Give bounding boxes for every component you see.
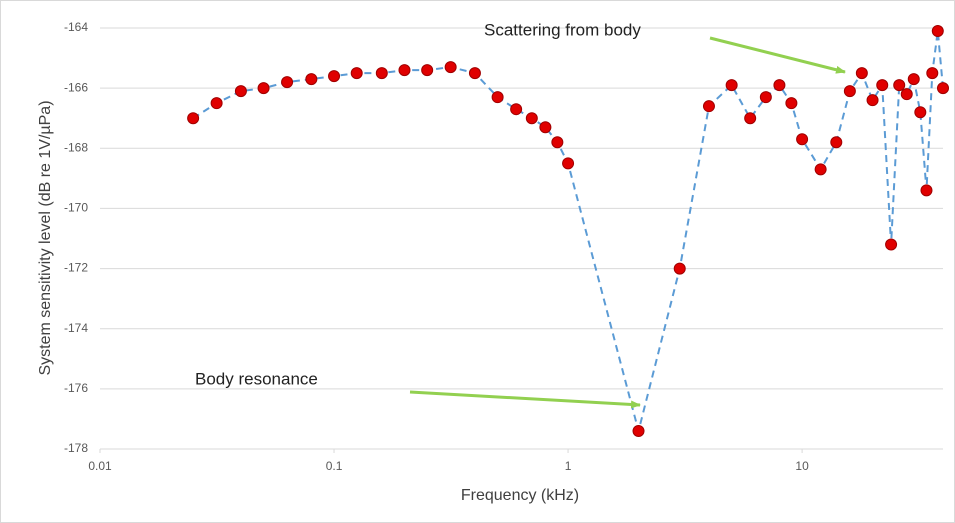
y-tick-label: -174: [64, 321, 88, 335]
data-point: [926, 67, 939, 80]
data-point: [398, 64, 411, 77]
data-point: [328, 70, 341, 83]
data-point: [796, 133, 809, 146]
annotation: Body resonance: [195, 369, 318, 388]
data-point: [350, 67, 363, 80]
data-point: [305, 73, 318, 86]
y-tick-label: -170: [64, 201, 88, 215]
data-point: [234, 85, 247, 98]
data-point: [937, 82, 949, 95]
data-point: [759, 91, 772, 104]
data-point: [673, 262, 686, 275]
y-axis-title: System sensitivity level (dB re 1V/µPa): [37, 100, 54, 375]
x-tick-label: 10: [795, 459, 809, 473]
annotation: Scattering from body: [484, 20, 641, 39]
data-point: [210, 97, 223, 110]
y-tick-label: -176: [64, 381, 88, 395]
data-point: [885, 238, 898, 251]
data-point: [539, 121, 552, 134]
data-point: [725, 79, 738, 92]
data-point: [773, 79, 786, 92]
data-point: [744, 112, 757, 125]
data-point: [855, 67, 868, 80]
data-point: [830, 136, 843, 149]
y-tick-label: -168: [64, 140, 88, 154]
x-axis-title: Frequency (kHz): [461, 487, 579, 504]
x-tick-label: 0.1: [326, 459, 343, 473]
data-point: [907, 73, 920, 86]
data-point: [281, 76, 294, 89]
data-point: [187, 112, 200, 125]
data-point: [375, 67, 388, 80]
data-point: [491, 91, 504, 104]
data-point: [525, 112, 538, 125]
data-point: [562, 157, 575, 170]
data-point: [510, 103, 523, 116]
data-point: [876, 79, 889, 92]
data-point: [551, 136, 564, 149]
data-point: [468, 67, 481, 80]
data-point: [444, 61, 457, 74]
data-point: [920, 184, 933, 197]
data-point: [931, 25, 944, 38]
data-point: [632, 424, 645, 437]
y-tick-label: -178: [64, 441, 88, 455]
annotation-arrow: [409, 390, 641, 409]
data-point: [702, 100, 715, 113]
y-tick-label: -166: [64, 80, 88, 94]
data-point: [785, 97, 798, 110]
x-tick-label: 1: [565, 459, 572, 473]
data-point: [893, 79, 906, 92]
data-point: [914, 106, 927, 119]
data-point: [843, 85, 856, 98]
x-tick-label: 0.01: [88, 459, 112, 473]
y-tick-label: -164: [64, 20, 88, 34]
y-tick-label: -172: [64, 261, 88, 275]
annotation-arrow: [709, 36, 846, 74]
data-point: [866, 94, 879, 107]
data-point: [257, 82, 270, 95]
data-point: [814, 163, 827, 176]
data-point: [421, 64, 434, 77]
data-point: [900, 88, 913, 101]
